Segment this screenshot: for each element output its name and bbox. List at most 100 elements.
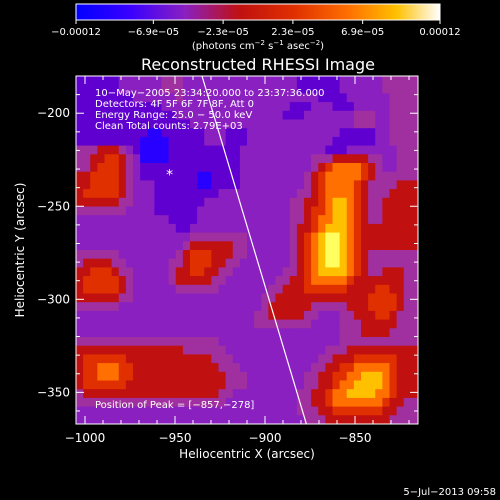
heatmap-cell (304, 197, 312, 208)
heatmap-cell (332, 328, 341, 338)
heatmap-cell (182, 110, 191, 121)
heatmap-cell (225, 84, 234, 94)
heatmap-cell (296, 328, 305, 338)
heatmap-cell (97, 250, 106, 260)
heatmap-cell (311, 250, 319, 260)
heatmap-cell (204, 189, 212, 199)
heatmap-cell (175, 102, 184, 112)
heatmap-cell (154, 284, 163, 295)
heatmap-cell (268, 223, 277, 234)
heatmap-cell (90, 276, 98, 286)
heatmap-cell (225, 284, 234, 295)
heatmap-cell (247, 119, 255, 129)
heatmap-cell (104, 145, 113, 155)
heatmap-cell (325, 136, 334, 147)
heatmap-cell (296, 415, 305, 424)
heatmap-cell (211, 215, 220, 225)
heatmap-cell (90, 310, 98, 321)
heatmap-cell (104, 223, 113, 234)
heatmap-cell (289, 76, 298, 86)
heatmap-cell (289, 223, 298, 234)
heatmap-cell (147, 145, 155, 155)
heatmap-cell (325, 371, 334, 382)
heatmap-cell (368, 119, 376, 129)
heatmap-cell (261, 380, 269, 390)
heatmap-cell (97, 154, 106, 164)
heatmap-cell (346, 154, 355, 164)
heatmap-cell (403, 145, 412, 155)
heatmap-cell (389, 110, 398, 121)
heatmap-cell (296, 310, 305, 321)
timestamp: 5−Jul−2013 09:58 (403, 487, 496, 498)
heatmap-cell (353, 180, 362, 190)
heatmap-cell (339, 93, 348, 103)
heatmap-cell (353, 319, 362, 329)
heatmap-cell (282, 415, 291, 424)
heatmap-cell (318, 110, 326, 121)
heatmap-cell (254, 310, 262, 321)
heatmap-cell (389, 380, 398, 390)
heatmap-cell (346, 258, 355, 268)
heatmap-cell (197, 93, 205, 103)
heatmap-cell (304, 154, 312, 164)
heatmap-cell (304, 250, 312, 260)
heatmap-cell (161, 397, 170, 408)
heatmap-cell (175, 189, 184, 199)
heatmap-cell (325, 397, 334, 408)
heatmap-cell (403, 189, 412, 199)
heatmap-cell (218, 345, 227, 355)
heatmap-cell (104, 197, 113, 208)
heatmap-cell (118, 206, 127, 216)
heatmap-cell (318, 310, 326, 321)
heatmap-cell (111, 119, 120, 129)
heatmap-cell (140, 267, 148, 277)
heatmap-cell (247, 276, 255, 286)
heatmap-cell (268, 145, 277, 155)
heatmap-cell (311, 206, 319, 216)
heatmap-cell (325, 319, 334, 329)
heatmap-cell (339, 84, 348, 94)
heatmap-cell (175, 145, 184, 155)
heatmap-cell (382, 206, 391, 216)
heatmap-cell (304, 310, 312, 321)
heatmap-cell (304, 406, 312, 416)
heatmap-cell (118, 102, 127, 112)
colorbar: −0.00012 −6.9e−05 −2.3e−05 2.3e−05 6.9e−05 0.… (51, 3, 461, 52)
heatmap-cell (403, 163, 412, 173)
heatmap-cell (218, 189, 227, 199)
heatmap-cell (410, 110, 418, 121)
heatmap-cell (232, 337, 241, 347)
heatmap-cell (90, 84, 98, 94)
heatmap-cell (275, 128, 284, 138)
heatmap-cell (76, 389, 84, 399)
heatmap-cell (254, 345, 262, 355)
heatmap-cell (76, 363, 84, 373)
heatmap-cell (104, 389, 113, 399)
heatmap-cell (361, 215, 369, 225)
heatmap-cell (104, 180, 113, 190)
heatmap-cell (261, 189, 269, 199)
heatmap-cell (346, 354, 355, 364)
heatmap-cell (154, 415, 163, 424)
heatmap-cell (225, 337, 234, 347)
heatmap-cell (168, 128, 177, 138)
heatmap-cell (304, 337, 312, 347)
heatmap-cell (339, 102, 348, 112)
heatmap-cell (239, 250, 248, 260)
heatmap-cell (211, 258, 220, 268)
heatmap-cell (232, 76, 241, 86)
heatmap-cell (382, 189, 391, 199)
heatmap-cell (118, 215, 127, 225)
heatmap-cell (361, 250, 369, 260)
heatmap-cell (182, 136, 191, 147)
heatmap-cell (261, 110, 269, 121)
heatmap-cell (83, 267, 91, 277)
heatmap-cell (111, 93, 120, 103)
heatmap-cell (325, 119, 334, 129)
heatmap-cell (97, 345, 106, 355)
heatmap-cell (254, 328, 262, 338)
heatmap-cell (254, 284, 262, 295)
heatmap-cell (118, 345, 127, 355)
heatmap-cell (261, 84, 269, 94)
heatmap-cell (375, 415, 383, 424)
